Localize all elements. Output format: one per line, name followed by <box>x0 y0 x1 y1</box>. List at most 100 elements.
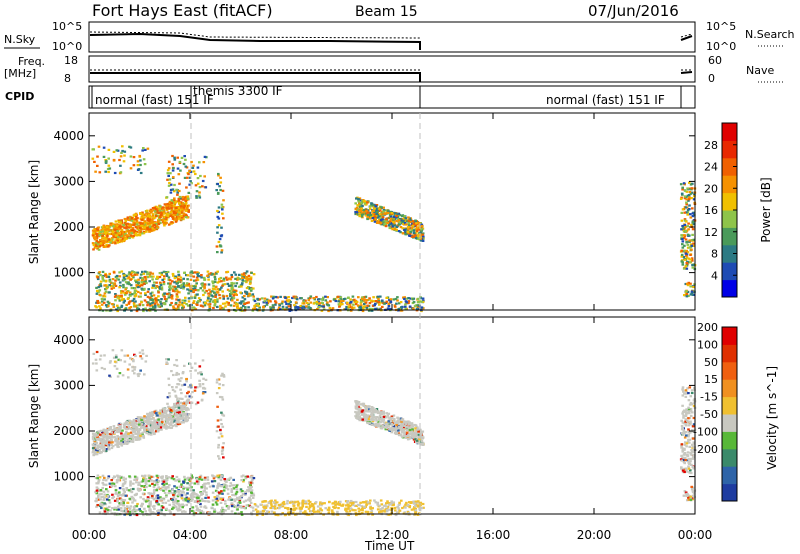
heatmap-cell <box>153 302 157 305</box>
heatmap-cell <box>122 298 125 301</box>
heatmap-cell <box>130 491 134 494</box>
heatmap-cell <box>184 413 187 416</box>
heatmap-cell <box>339 300 343 303</box>
heatmap-cell <box>149 414 152 417</box>
heatmap-cell <box>174 208 177 211</box>
heatmap-cell <box>118 429 121 433</box>
heatmap-cell <box>111 225 115 228</box>
heatmap-cell <box>185 214 188 217</box>
heatmap-cell <box>224 502 227 505</box>
heatmap-cell <box>118 502 121 505</box>
heatmap-cell <box>241 276 244 279</box>
heatmap-cell <box>223 302 227 305</box>
heatmap-cell <box>397 302 401 305</box>
heatmap-cell <box>209 292 212 295</box>
heatmap-cell <box>128 145 131 148</box>
heatmap-cell <box>149 292 152 295</box>
heatmap-cell <box>92 433 96 437</box>
heatmap-cell <box>167 296 171 299</box>
heatmap-cell <box>285 299 289 302</box>
heatmap-cell <box>213 304 216 307</box>
heatmap-cell <box>142 282 146 285</box>
heatmap-cell <box>176 423 180 426</box>
heatmap-cell <box>119 507 123 510</box>
heatmap-cell <box>216 300 219 303</box>
heatmap-cell <box>691 266 695 269</box>
heatmap-cell <box>322 296 325 299</box>
heatmap-cell <box>176 509 180 512</box>
heatmap-cell <box>686 251 690 254</box>
heatmap-cell <box>102 490 106 493</box>
heatmap-cell <box>221 283 225 286</box>
heatmap-cell <box>179 405 182 408</box>
heatmap-cell <box>221 492 224 495</box>
heatmap-cell <box>107 157 110 160</box>
heatmap-cell <box>131 227 135 230</box>
heatmap-cell <box>147 480 151 483</box>
heatmap-cell <box>102 146 106 149</box>
heatmap-cell <box>401 506 404 510</box>
heatmap-cell <box>184 510 187 513</box>
heatmap-cell <box>249 505 253 508</box>
heatmap-cell <box>167 486 170 489</box>
heatmap-cell <box>137 221 140 224</box>
freq-label-line1: Freq. <box>18 55 45 68</box>
heatmap-cell <box>125 234 129 237</box>
heatmap-cell <box>125 488 129 491</box>
heatmap-cell <box>173 204 176 207</box>
heatmap-cell <box>111 285 115 288</box>
heatmap-cell <box>186 477 189 480</box>
heatmap-cell <box>363 305 366 308</box>
heatmap-cell <box>217 217 221 220</box>
heatmap-cell <box>684 290 688 293</box>
heatmap-cell <box>129 294 132 297</box>
heatmap-cell <box>177 199 181 202</box>
heatmap-cell <box>180 417 184 420</box>
heatmap-cell <box>241 490 244 493</box>
heatmap-cell <box>382 219 386 222</box>
heatmap-cell <box>174 287 178 290</box>
heatmap-cell <box>415 229 419 232</box>
heatmap-cell <box>108 448 111 451</box>
heatmap-cell <box>119 164 122 167</box>
heatmap-cell <box>331 511 334 514</box>
heatmap-cell <box>141 228 145 231</box>
heatmap-cell <box>355 300 359 303</box>
heatmap-cell <box>96 164 99 167</box>
heatmap-cell <box>367 213 371 217</box>
heatmap-cell <box>320 309 324 312</box>
heatmap-cell <box>189 180 192 183</box>
heatmap-cell <box>125 237 128 240</box>
heatmap-cell <box>139 163 142 167</box>
heatmap-cell <box>221 284 224 287</box>
heatmap-cell <box>156 513 160 516</box>
heatmap-cell <box>124 477 127 480</box>
heatmap-cell <box>128 434 131 437</box>
heatmap-cell <box>101 486 104 490</box>
heatmap-cell <box>99 280 103 283</box>
heatmap-cell <box>142 478 145 481</box>
heatmap-cell <box>415 307 419 310</box>
heatmap-cell <box>94 229 97 232</box>
heatmap-cell <box>307 297 310 300</box>
heatmap-cell <box>245 504 249 507</box>
heatmap-cell <box>152 498 156 501</box>
heatmap-cell <box>129 219 132 222</box>
heatmap-cell <box>395 228 398 231</box>
heatmap-cell <box>234 505 238 509</box>
heatmap-cell <box>118 275 122 278</box>
heatmap-cell <box>127 273 131 276</box>
heatmap-cell <box>204 496 207 499</box>
heatmap-cell <box>133 513 136 516</box>
heatmap-cell <box>191 271 195 274</box>
heatmap-cell <box>159 426 163 429</box>
heatmap-cell <box>683 223 687 227</box>
heatmap-cell <box>683 237 686 240</box>
heatmap-cell <box>274 300 277 303</box>
heatmap-cell <box>402 217 406 220</box>
heatmap-cell <box>320 301 324 304</box>
heatmap-cell <box>688 204 691 207</box>
heatmap-cell <box>123 354 127 357</box>
heatmap-cell <box>113 499 117 502</box>
heatmap-cell <box>213 302 217 305</box>
